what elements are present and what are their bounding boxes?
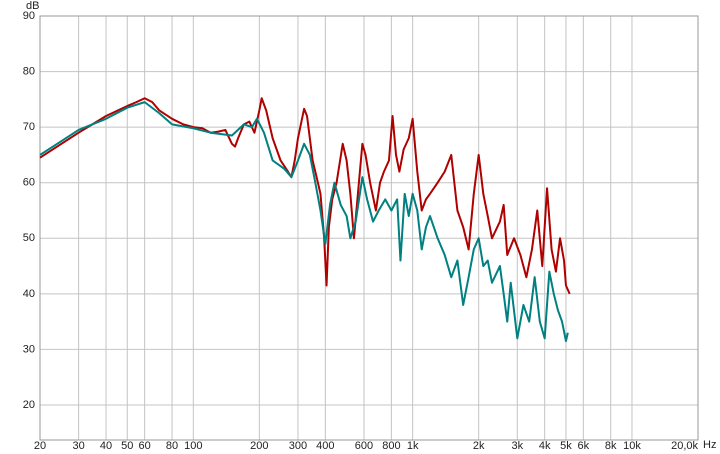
x-tick-label: 60 bbox=[139, 440, 151, 452]
series-line bbox=[39, 97, 571, 295]
x-tick-label: 20,0k bbox=[671, 440, 698, 452]
x-tick-label: 8k bbox=[605, 440, 617, 452]
x-tick-label: 20 bbox=[34, 440, 46, 452]
y-tick-label: 50 bbox=[23, 232, 35, 244]
x-tick-label: 600 bbox=[355, 440, 373, 452]
y-tick-label: 60 bbox=[23, 177, 35, 189]
y-tick-label: 80 bbox=[23, 65, 35, 77]
x-tick-label: 30 bbox=[72, 440, 84, 452]
y-tick-label: 90 bbox=[23, 10, 35, 22]
x-tick-label: 6k bbox=[578, 440, 590, 452]
x-tick-label: 1k bbox=[407, 440, 419, 452]
y-tick-label: 40 bbox=[23, 288, 35, 300]
x-axis-label: Hz bbox=[703, 439, 716, 451]
x-tick-label: 100 bbox=[184, 440, 202, 452]
y-tick-label: 20 bbox=[23, 399, 35, 411]
y-tick-label: 30 bbox=[23, 343, 35, 355]
x-tick-label: 400 bbox=[316, 440, 334, 452]
x-tick-label: 80 bbox=[166, 440, 178, 452]
y-axis-label: dB bbox=[26, 0, 39, 12]
x-tick-label: 3k bbox=[511, 440, 523, 452]
x-tick-label: 40 bbox=[100, 440, 112, 452]
x-tick-label: 4k bbox=[539, 440, 551, 452]
x-tick-label: 200 bbox=[250, 440, 268, 452]
x-tick-label: 50 bbox=[121, 440, 133, 452]
y-tick-label: 70 bbox=[23, 121, 35, 133]
x-tick-label: 10k bbox=[623, 440, 641, 452]
x-tick-label: 2k bbox=[473, 440, 485, 452]
plot-frame bbox=[39, 15, 699, 441]
x-tick-label: 300 bbox=[289, 440, 307, 452]
x-tick-label: 5k bbox=[560, 440, 572, 452]
x-tick-label: 800 bbox=[382, 440, 400, 452]
series-line bbox=[39, 101, 569, 343]
